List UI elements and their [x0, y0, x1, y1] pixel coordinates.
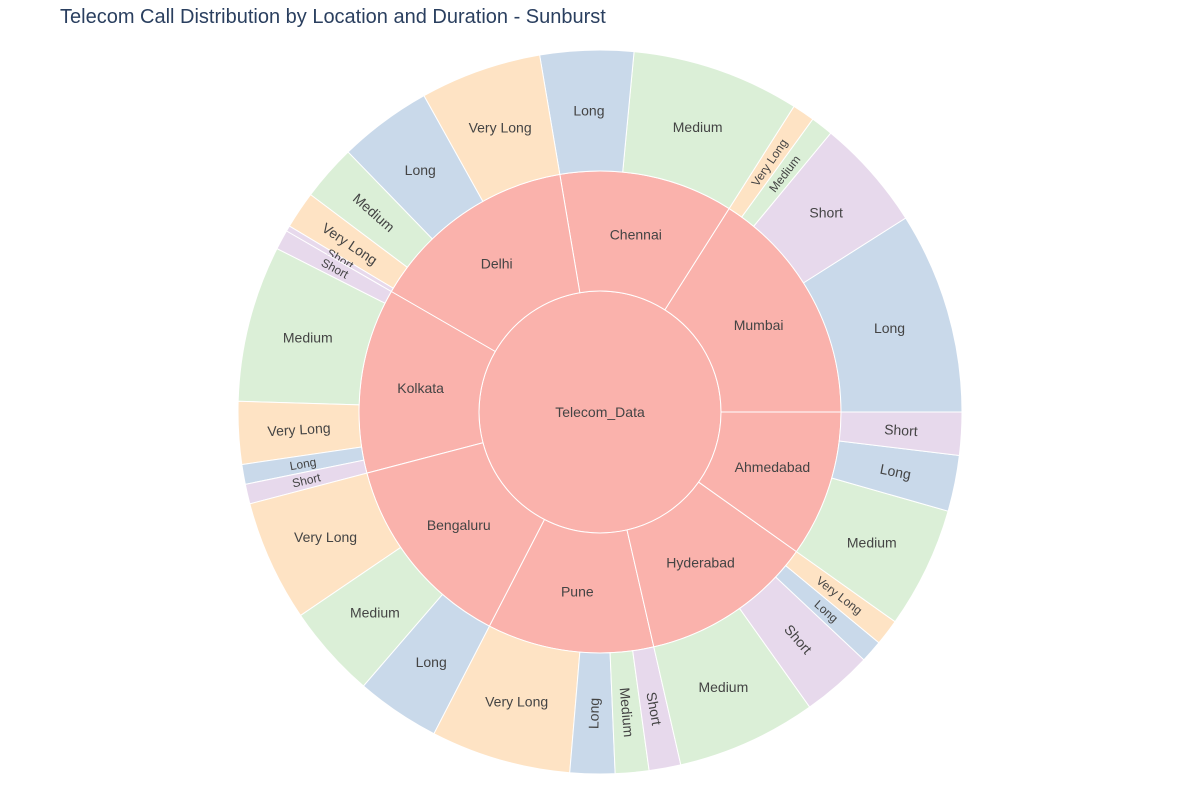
sunburst-label-hyderabad: Hyderabad [666, 554, 735, 570]
sunburst-label-pune-medium: Medium [617, 687, 637, 738]
sunburst-label-pune-very-long: Very Long [485, 694, 548, 710]
sunburst-label-chennai-long: Long [573, 103, 604, 119]
sunburst-label-pune-short: Short [643, 691, 665, 727]
sunburst-label-mumbai: Mumbai [734, 317, 784, 333]
sunburst-root-label: Telecom_Data [555, 404, 645, 420]
chart-title: Telecom Call Distribution by Location an… [60, 6, 606, 28]
sunburst-label-delhi-long: Long [405, 162, 436, 178]
sunburst-label-pune-long: Long [585, 698, 602, 729]
sunburst-label-delhi-very-long: Very Long [469, 120, 532, 136]
sunburst-label-hyderabad-medium: Medium [698, 679, 748, 695]
sunburst-label-kolkata-long: Long [289, 455, 318, 473]
sunburst-label-delhi: Delhi [481, 255, 513, 271]
sunburst-label-ahmedabad: Ahmedabad [735, 459, 811, 475]
sunburst-label-kolkata-short: Short [291, 470, 323, 490]
sunburst-label-chennai-medium: Medium [673, 119, 723, 135]
sunburst-label-mumbai-long: Long [874, 320, 905, 336]
sunburst-label-chennai: Chennai [610, 227, 662, 243]
sunburst-label-ahmedabad-short: Short [884, 421, 918, 439]
sunburst-label-bengaluru-very-long: Very Long [294, 529, 357, 545]
sunburst-label-ahmedabad-long: Long [879, 461, 913, 483]
sunburst-label-bengaluru-long: Long [416, 654, 447, 670]
sunburst-label-bengaluru-medium: Medium [350, 605, 400, 621]
sunburst-sector-ahmedabad-short[interactable] [838, 411, 963, 457]
sunburst-label-bengaluru: Bengaluru [427, 517, 491, 533]
sunburst-label-kolkata: Kolkata [397, 380, 444, 396]
sunburst-label-kolkata-very-long: Very Long [267, 420, 331, 440]
sunburst-label-kolkata-medium: Medium [283, 330, 333, 346]
sunburst-label-ahmedabad-medium: Medium [847, 535, 897, 551]
sunburst-label-mumbai-short: Short [809, 205, 843, 221]
sunburst-label-pune: Pune [561, 584, 594, 600]
